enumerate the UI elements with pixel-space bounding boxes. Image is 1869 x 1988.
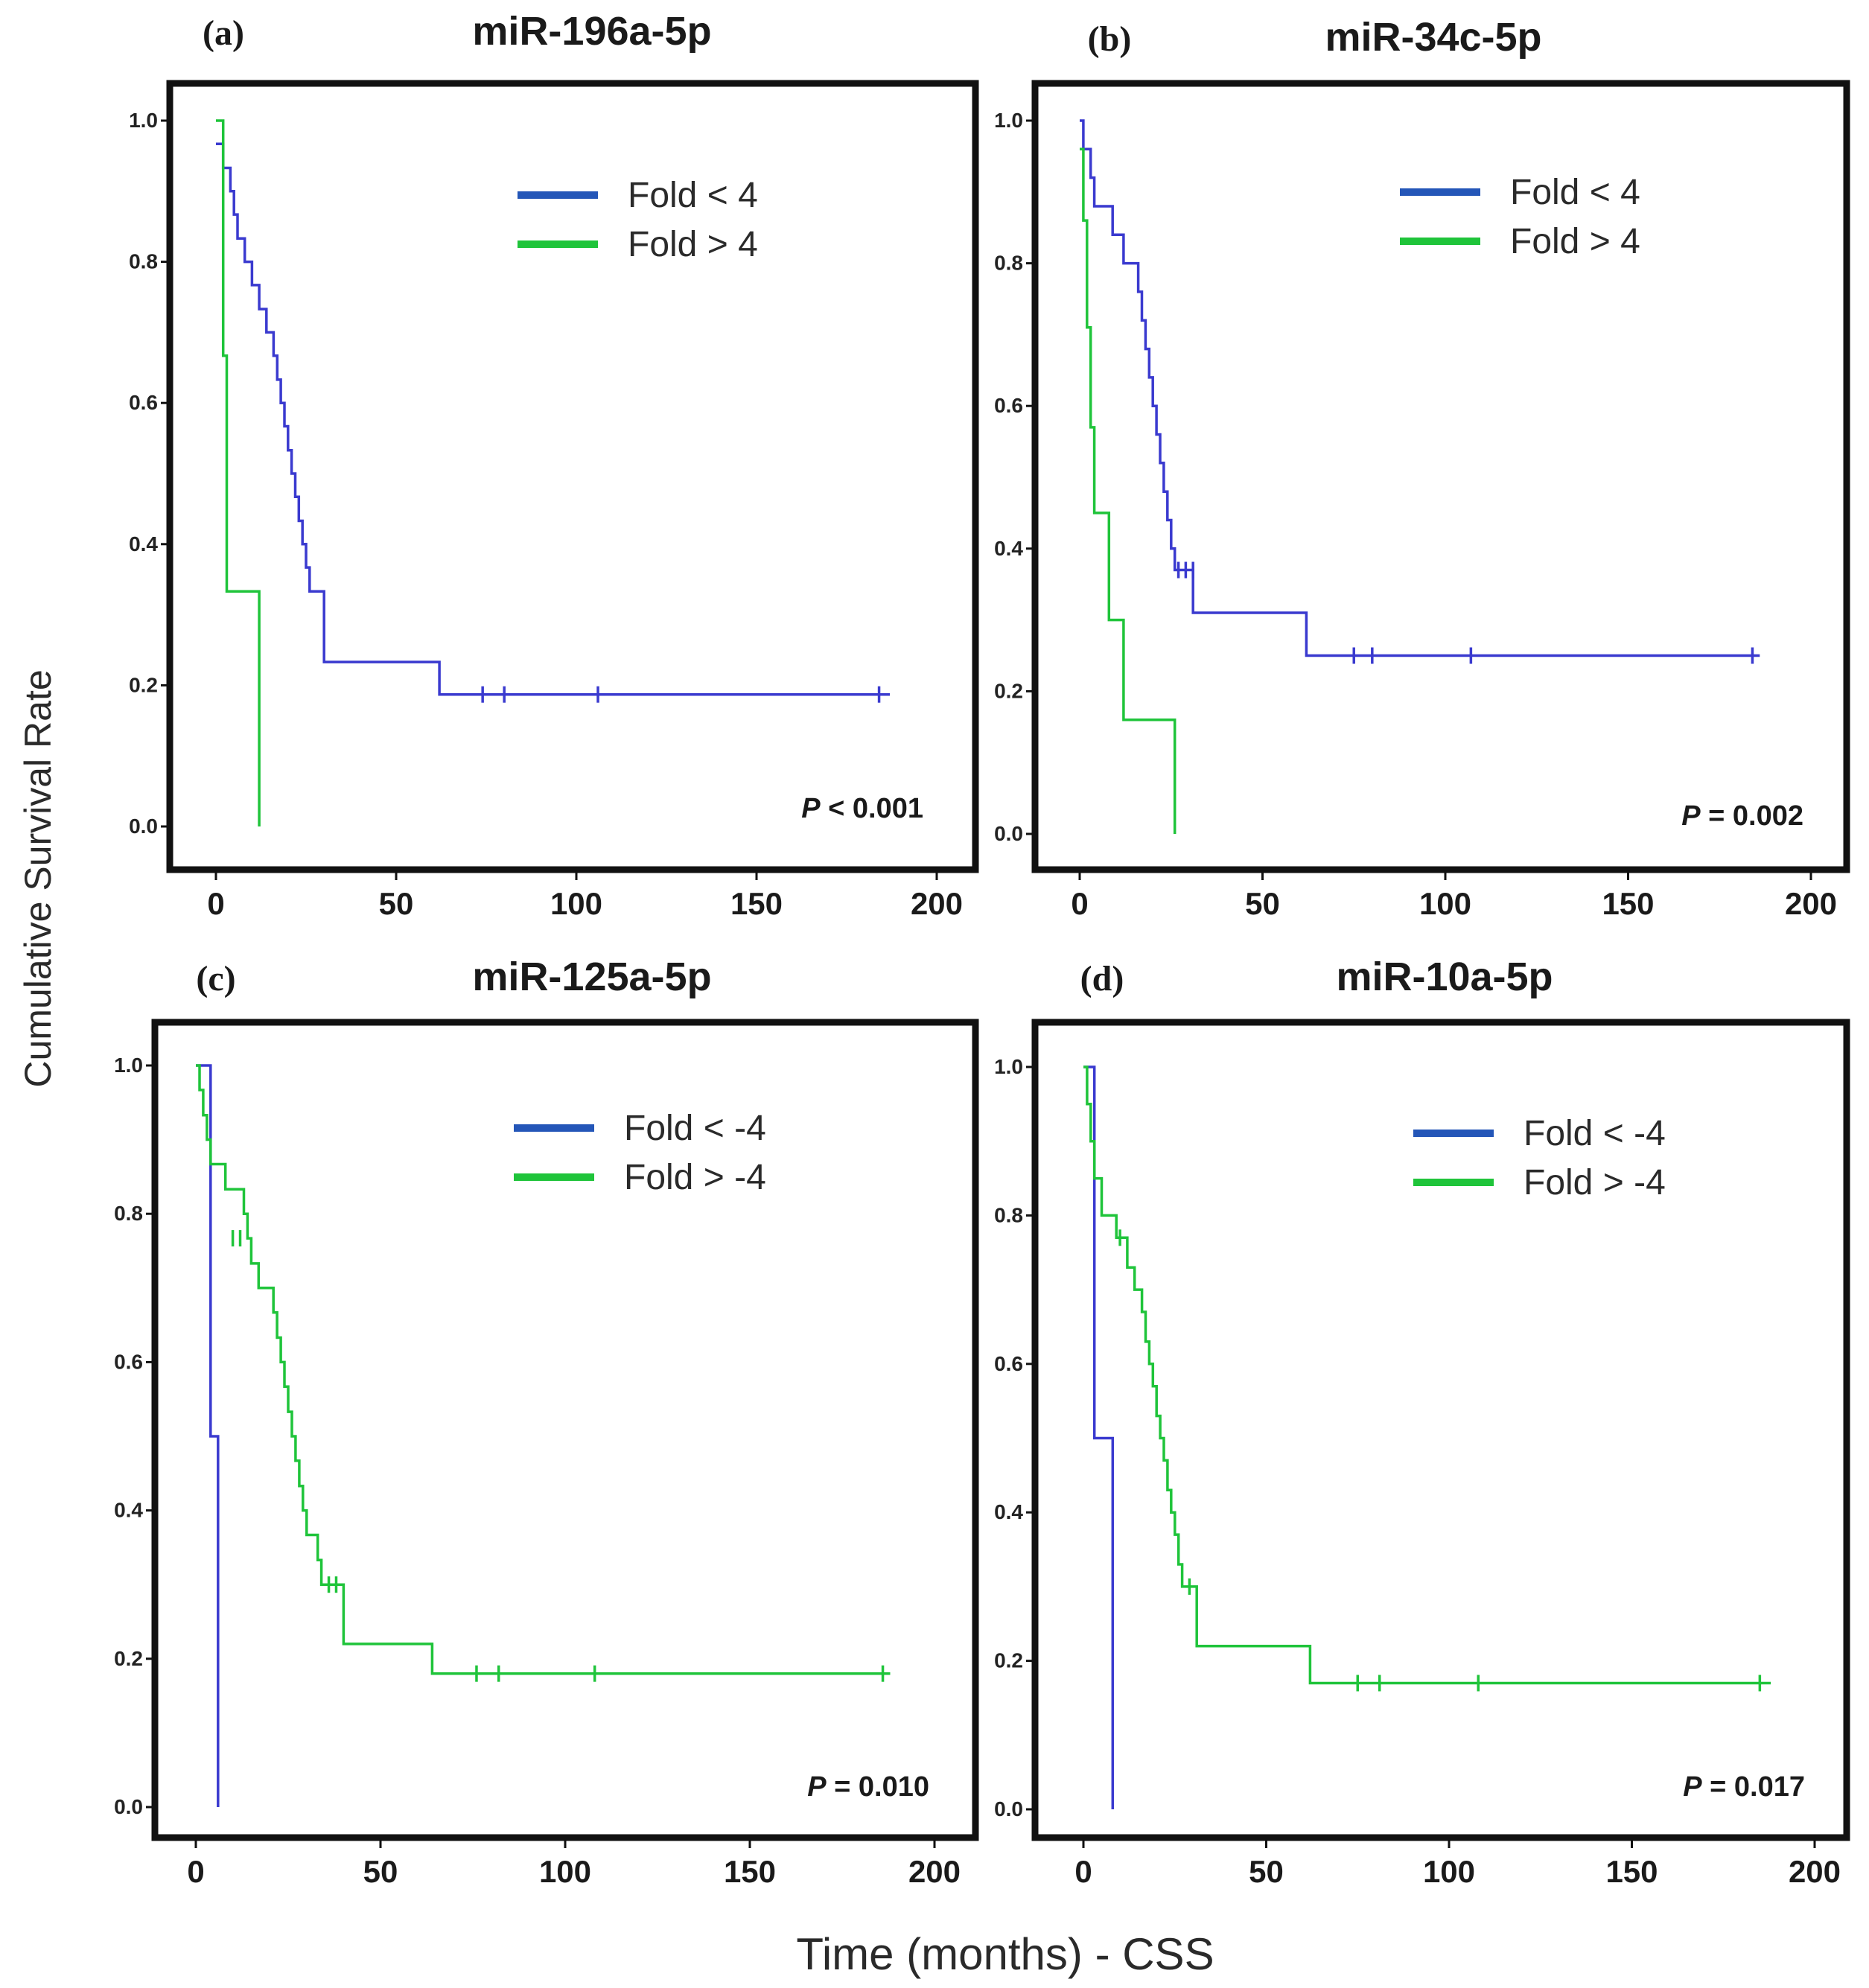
survival-curve-blue: [216, 142, 891, 696]
y-tick-label: 0.4: [994, 537, 1023, 560]
x-tick-label: 100: [1423, 1854, 1475, 1889]
x-tick-label: 50: [363, 1854, 398, 1889]
y-tick-label: 0.8: [114, 1202, 143, 1225]
plot-frame: [1031, 80, 1850, 873]
x-tick-label: 100: [550, 886, 602, 921]
plot-frame: [1031, 1019, 1850, 1841]
p-value-label: P < 0.001: [801, 793, 923, 824]
y-tick-label: 0.8: [994, 1203, 1023, 1226]
y-tick-label: 0.0: [129, 815, 158, 838]
x-tick-label: 0: [1074, 1854, 1092, 1889]
legend-label: Fold > -4: [624, 1158, 766, 1197]
x-tick-label: 200: [911, 886, 963, 921]
panel-label: (d): [1080, 959, 1124, 998]
survival-curve-blue: [1080, 119, 1760, 657]
legend-label: Fold < 4: [628, 176, 758, 215]
x-tick-label: 200: [908, 1854, 961, 1889]
km-panel-c: (c) miR-125a-5p 0.0 0.2 0.4 0.6 0.8 1.0 0 50 100 15…: [114, 955, 979, 1889]
x-tick-label: 100: [1419, 886, 1471, 921]
survival-curve-green: [196, 1064, 891, 1675]
panel-title: miR-196a-5p: [472, 9, 711, 54]
panel-label: (c): [196, 959, 235, 998]
panel-title: miR-34c-5p: [1325, 15, 1541, 60]
y-tick-label: 1.0: [114, 1054, 143, 1077]
x-tick-label: 0: [207, 886, 224, 921]
y-tick-label: 0.0: [994, 1797, 1023, 1820]
legend-label: Fold < -4: [1523, 1114, 1666, 1153]
x-tick-label: 200: [1785, 886, 1837, 921]
legend-label: Fold > 4: [628, 225, 758, 264]
y-axis-label: Cumulative Survival Rate: [17, 669, 59, 1087]
survival-curve-blue: [1083, 1065, 1115, 1809]
survival-curve-green: [1083, 1065, 1771, 1685]
legend-label: Fold > 4: [1510, 222, 1640, 261]
km-panel-d: (d) miR-10a-5p 0.0 0.2 0.4 0.6 0.8 1.0 0 50 100 150…: [994, 955, 1850, 1889]
y-tick-label: 0.0: [994, 822, 1023, 845]
x-tick-label: 50: [1245, 886, 1280, 921]
panel-title: miR-10a-5p: [1336, 955, 1553, 999]
panel-label: (b): [1088, 19, 1132, 59]
x-tick-label: 150: [724, 1854, 776, 1889]
panel-label: (a): [203, 13, 244, 53]
km-panel-a: (a) miR-196a-5p 0.0 0.2 0.4 0.6 0.8 1.0 0 50 100 15…: [129, 9, 979, 921]
y-tick-label: 0.6: [994, 1352, 1023, 1375]
plot-frame: [151, 1019, 979, 1841]
survival-curve-green: [216, 119, 261, 826]
x-tick-label: 0: [1071, 886, 1088, 921]
x-tick-label: 150: [1605, 1854, 1658, 1889]
legend-label: Fold < -4: [624, 1109, 766, 1148]
y-tick-label: 0.6: [129, 391, 158, 414]
x-tick-label: 150: [1602, 886, 1654, 921]
x-axis-label: Time (months) - CSS: [796, 1929, 1214, 1979]
p-value-label: P = 0.010: [807, 1771, 929, 1803]
x-tick-label: 0: [187, 1854, 204, 1889]
km-panel-b: (b) miR-34c-5p 0.0 0.2 0.4 0.6 0.8 1.0 0 50 100 150…: [994, 15, 1850, 921]
survival-curve-green: [1080, 147, 1177, 834]
y-tick-label: 1.0: [994, 109, 1023, 132]
y-tick-label: 0.2: [129, 673, 158, 696]
x-tick-label: 150: [730, 886, 783, 921]
x-tick-label: 100: [539, 1854, 591, 1889]
y-tick-label: 0.2: [114, 1647, 143, 1670]
x-tick-label: 200: [1789, 1854, 1841, 1889]
legend-label: Fold > -4: [1523, 1163, 1666, 1202]
legend-label: Fold < 4: [1510, 173, 1640, 212]
survival-curve-blue: [196, 1064, 220, 1807]
y-tick-label: 0.6: [994, 394, 1023, 417]
y-tick-label: 0.2: [994, 679, 1023, 702]
p-value-label: P = 0.002: [1681, 800, 1803, 832]
y-tick-label: 0.8: [994, 252, 1023, 275]
y-tick-label: 0.6: [114, 1350, 143, 1373]
y-tick-label: 0.0: [114, 1795, 143, 1818]
plot-frame: [166, 80, 979, 873]
panel-title: miR-125a-5p: [472, 955, 711, 999]
x-tick-label: 50: [379, 886, 414, 921]
y-tick-label: 0.4: [129, 532, 158, 555]
y-tick-label: 1.0: [129, 109, 158, 132]
y-tick-label: 0.4: [994, 1500, 1023, 1523]
p-value-label: P = 0.017: [1683, 1771, 1805, 1803]
y-tick-label: 1.0: [994, 1055, 1023, 1078]
y-tick-label: 0.4: [114, 1499, 143, 1522]
x-tick-label: 50: [1249, 1854, 1284, 1889]
y-tick-label: 0.2: [994, 1649, 1023, 1672]
y-tick-label: 0.8: [129, 250, 158, 273]
